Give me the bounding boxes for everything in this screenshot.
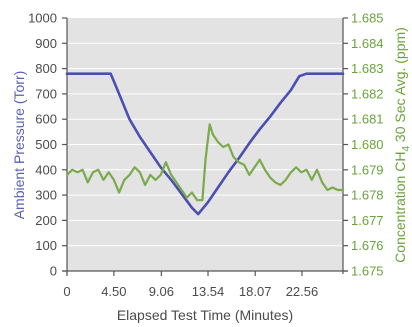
left-y-tick-label: 700 [35,86,57,101]
right-y-tick-label: 1.675 [351,264,384,279]
right-y-tick-label: 1.683 [351,61,384,76]
left-y-tick-label: 600 [35,112,57,127]
x-tick-label: 4.50 [101,284,126,299]
right-y-axis-label-part1: Concentration CH [392,152,408,263]
axes: 0 100 200 300 400 500 600 700 800 900 1000 1.675 1.6… [28,11,383,300]
left-y-tick-label: 1000 [28,11,57,26]
left-y-tick-label: 500 [35,137,57,152]
x-tick-label: 0 [63,284,70,299]
right-y-tick-label: 1.680 [351,137,384,152]
left-y-tick-label: 900 [35,36,57,51]
grid-lines [67,42,343,247]
right-y-tick-label: 1.678 [351,188,384,203]
x-tick-label: 18.07 [239,284,272,299]
concentration-series-line [65,123,345,202]
x-axis-label: Elapsed Test Time (Minutes) [117,307,293,323]
right-y-tick-label: 1.681 [351,112,384,127]
left-y-tick-label: 200 [35,213,57,228]
right-y-tick-label: 1.676 [351,238,384,253]
left-y-tick-label: 100 [35,238,57,253]
right-y-tick-label: 1.679 [351,162,384,177]
right-y-tick-label: 1.685 [351,11,384,26]
right-y-axis-label-part2: 30 Sec Avg. (ppm) [392,27,408,146]
right-y-tick-label: 1.677 [351,213,384,228]
left-y-tick-label: 0 [50,264,57,279]
x-tick-label: 22.56 [286,284,319,299]
left-y-tick-label: 400 [35,162,57,177]
x-tick-label: 9.06 [149,284,174,299]
left-y-tick-label: 300 [35,188,57,203]
left-y-axis-label: Ambient Pressure (Torr) [11,71,27,220]
x-tick-label: 13.54 [192,284,225,299]
pressure-series-line [65,72,345,216]
right-y-axis-label-subscript: 4 [401,146,412,152]
right-y-tick-label: 1.682 [351,86,384,101]
right-y-tick-label: 1.684 [351,36,384,51]
left-y-tick-label: 800 [35,61,57,76]
series-lines [65,72,345,216]
right-y-axis-label: Concentration CH4 30 Sec Avg. (ppm) [392,27,412,263]
